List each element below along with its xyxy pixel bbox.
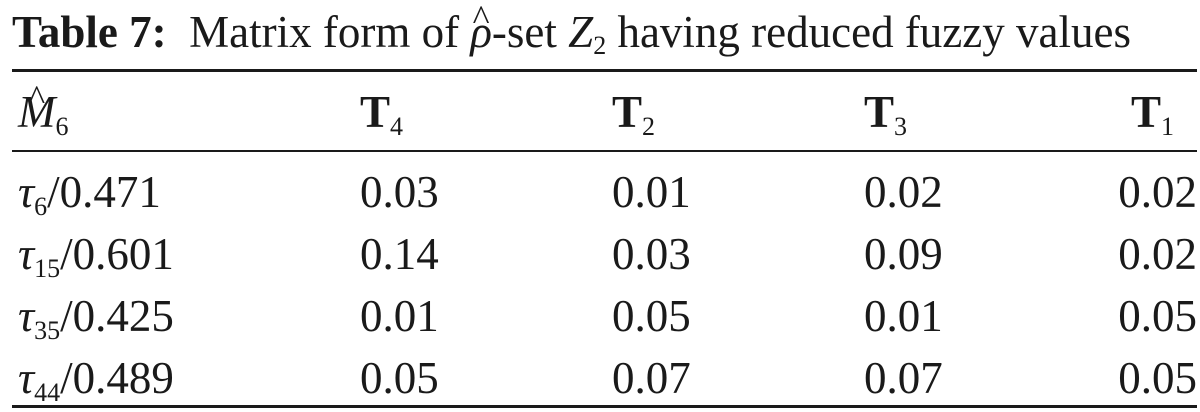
corner-symbol: M — [18, 87, 56, 137]
table-cell: 0.05 — [612, 291, 691, 341]
caption-text-middle: -set — [491, 7, 557, 57]
header-col-2: T2 — [612, 87, 655, 140]
set-symbol: Z2 — [568, 7, 607, 60]
table-cell: 0.03 — [360, 167, 439, 217]
row-symbol: τ — [18, 291, 35, 341]
table-cell: 0.05 — [360, 353, 439, 403]
table-cell: 0.03 — [612, 229, 691, 279]
header-symbol: T — [360, 87, 391, 137]
set-symbol-letter: Z — [568, 7, 594, 57]
table-caption: Table 7: Matrix form of ρ-set Z2 having … — [12, 2, 1197, 62]
header-subscript: 3 — [894, 112, 908, 141]
header-col-1: T4 — [360, 87, 403, 140]
row-subscript: 6 — [34, 192, 48, 221]
table-cell: 0.01 — [612, 167, 691, 217]
table-cell: 0.09 — [864, 229, 943, 279]
header-rule — [12, 150, 1197, 152]
header-subscript: 1 — [1161, 112, 1174, 141]
row-label: τ35/0.425 — [18, 291, 174, 344]
header-col-3: T3 — [864, 87, 907, 140]
table-cell: 0.14 — [360, 229, 439, 279]
row-suffix: /0.489 — [60, 353, 174, 403]
row-symbol: τ — [18, 229, 35, 279]
top-rule — [12, 69, 1197, 72]
table-cell: 0.01 — [360, 291, 439, 341]
header-corner-cell: M6 — [18, 87, 69, 140]
bottom-rule — [12, 405, 1197, 408]
table-cell: 0.07 — [864, 353, 943, 403]
row-label: τ6/0.471 — [18, 167, 161, 220]
table-cell: 0.05 — [1118, 291, 1197, 341]
table-cell: 0.02 — [1118, 167, 1197, 217]
header-subscript: 4 — [390, 112, 404, 141]
set-subscript: 2 — [593, 31, 607, 60]
table-cell: 0.01 — [864, 291, 943, 341]
row-subscript: 35 — [34, 316, 61, 345]
rho-hat-symbol: ρ — [470, 2, 492, 62]
row-suffix: /0.425 — [60, 291, 174, 341]
row-label: τ44/0.489 — [18, 353, 174, 406]
header-subscript: 2 — [642, 112, 656, 141]
caption-text-after: having reduced fuzzy values — [617, 7, 1131, 57]
caption-text-before: Matrix form of — [189, 7, 460, 57]
row-label: τ15/0.601 — [18, 229, 174, 282]
header-symbol: T — [864, 87, 895, 137]
row-subscript: 15 — [34, 254, 61, 283]
header-symbol: T — [612, 87, 643, 137]
table-cell: 0.02 — [864, 167, 943, 217]
row-symbol: τ — [18, 353, 35, 403]
row-suffix: /0.601 — [60, 229, 174, 279]
row-symbol: τ — [18, 167, 35, 217]
table-label: Table 7: — [12, 7, 167, 57]
table-cell: 0.02 — [1118, 229, 1197, 279]
table-cell: 0.07 — [612, 353, 691, 403]
table-cell: 0.05 — [1118, 353, 1197, 403]
row-subscript: 44 — [34, 378, 61, 407]
corner-subscript: 6 — [55, 112, 69, 141]
header-col-4: T1 — [1130, 87, 1174, 140]
row-suffix: /0.471 — [47, 167, 161, 217]
header-symbol: T — [1130, 87, 1161, 137]
